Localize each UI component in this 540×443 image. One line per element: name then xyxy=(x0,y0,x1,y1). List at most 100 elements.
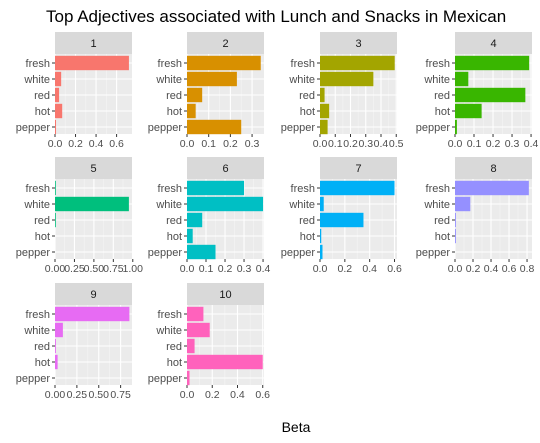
bar-7-red xyxy=(320,212,364,228)
facet-strip xyxy=(55,32,132,54)
bar-4-red xyxy=(455,87,526,103)
x-tick-label: 0.2 xyxy=(338,263,353,275)
bar-2-fresh xyxy=(187,55,261,71)
y-tick-label: pepper xyxy=(16,373,51,385)
y-tick-label: white xyxy=(288,199,315,211)
x-tick-label: 0.4 xyxy=(374,138,389,150)
y-tick-label: hot xyxy=(300,231,315,243)
y-tick-label: fresh xyxy=(158,309,182,321)
y-tick-label: white xyxy=(23,325,50,337)
x-tick-label: 0.1 xyxy=(201,138,216,150)
bar-5-fresh xyxy=(55,180,56,196)
bar-3-white xyxy=(320,71,374,87)
facet-strip-label: 5 xyxy=(90,163,96,175)
bar-6-pepper xyxy=(187,244,216,260)
x-tick-label: 0.4 xyxy=(524,138,539,150)
y-tick-label: pepper xyxy=(148,247,183,259)
facet-strip xyxy=(187,157,264,179)
facet-strip xyxy=(320,32,397,54)
bar-10-pepper xyxy=(187,370,190,386)
y-tick-label: fresh xyxy=(291,183,315,195)
facet-panel-1: 1 0.0 0.2 0.4 0.6 fresh white red hot pepper xyxy=(16,32,132,150)
x-tick-label: 0.1 xyxy=(199,263,214,275)
bar-6-hot xyxy=(187,228,193,244)
facet-strip-label: 7 xyxy=(355,163,361,175)
bar-2-white xyxy=(187,71,237,87)
y-tick-label: white xyxy=(23,199,50,211)
y-tick-label: pepper xyxy=(16,122,51,134)
bar-10-white xyxy=(187,322,210,338)
x-tick-label: 0.25 xyxy=(64,263,85,275)
x-tick-label: 0.0 xyxy=(180,389,195,401)
x-tick-label: 0.2 xyxy=(486,138,501,150)
y-tick-label: pepper xyxy=(148,122,183,134)
y-tick-label: hot xyxy=(35,106,50,118)
y-tick-label: red xyxy=(299,215,315,227)
x-tick-label: 0.0 xyxy=(448,138,463,150)
facet-strip-label: 10 xyxy=(219,289,231,301)
facet-panel-8: 8 0.0 0.2 0.4 0.6 0.8 fresh white red hot pepper xyxy=(416,157,534,275)
y-tick-label: fresh xyxy=(158,58,182,70)
facet-strip-label: 3 xyxy=(355,38,361,50)
bar-6-red xyxy=(187,212,203,228)
facet-strip-label: 8 xyxy=(490,163,496,175)
y-tick-label: hot xyxy=(35,357,50,369)
bar-1-fresh xyxy=(55,55,129,71)
x-tick-label: 0.4 xyxy=(256,263,271,275)
x-tick-label: 0.6 xyxy=(502,263,517,275)
y-tick-label: hot xyxy=(435,231,450,243)
x-tick-label: 0.00 xyxy=(45,389,66,401)
facet-strip xyxy=(320,157,397,179)
x-tick-label: 0.4 xyxy=(89,138,104,150)
x-tick-label: 0.3 xyxy=(237,263,252,275)
facet-strip-label: 1 xyxy=(90,38,96,50)
y-tick-label: white xyxy=(155,199,182,211)
facet-strip-label: 9 xyxy=(90,289,96,301)
bar-1-red xyxy=(55,87,60,103)
bar-1-pepper xyxy=(55,119,57,135)
x-tick-label: 0.3 xyxy=(505,138,520,150)
x-tick-label: 0.2 xyxy=(68,138,83,150)
y-tick-label: white xyxy=(23,74,50,86)
facet-panel-6: 6 0.0 0.1 0.2 0.3 0.4 fresh white red hot pepper xyxy=(148,157,271,275)
x-tick-label: 0.6 xyxy=(109,138,124,150)
y-tick-label: hot xyxy=(435,106,450,118)
x-tick-label: 0.4 xyxy=(484,263,499,275)
bar-8-white xyxy=(455,196,471,212)
y-tick-label: white xyxy=(423,74,450,86)
bar-4-hot xyxy=(455,103,482,119)
bar-3-pepper xyxy=(320,119,328,135)
x-axis-label: Beta xyxy=(282,419,311,435)
x-tick-label: 0.25 xyxy=(67,389,88,401)
y-tick-label: fresh xyxy=(426,183,450,195)
x-tick-label: 0.0 xyxy=(313,263,328,275)
y-tick-label: fresh xyxy=(426,58,450,70)
bar-2-pepper xyxy=(187,119,242,135)
facet-panel-10: 10 0.0 0.2 0.4 0.6 fresh white red hot pepper xyxy=(148,283,270,401)
y-tick-label: white xyxy=(423,199,450,211)
x-tick-label: 0.3 xyxy=(245,138,260,150)
x-tick-label: 0.75 xyxy=(110,389,131,401)
y-tick-label: hot xyxy=(300,106,315,118)
x-tick-label: 0.2 xyxy=(466,263,481,275)
y-tick-label: hot xyxy=(35,231,50,243)
y-tick-label: pepper xyxy=(416,247,451,259)
facet-strip xyxy=(455,32,532,54)
bar-5-white xyxy=(55,196,129,212)
bar-4-fresh xyxy=(455,55,530,71)
bar-8-hot xyxy=(455,228,456,244)
y-tick-label: white xyxy=(155,325,182,337)
x-tick-label: 0.5 xyxy=(389,138,404,150)
x-tick-label: 0.0 xyxy=(313,138,328,150)
bar-8-red xyxy=(455,212,456,228)
bar-3-fresh xyxy=(320,55,395,71)
facet-strip-label: 6 xyxy=(222,163,228,175)
x-tick-label: 0.00 xyxy=(45,263,66,275)
y-tick-label: red xyxy=(299,90,315,102)
x-tick-label: 0.2 xyxy=(218,263,233,275)
bar-1-white xyxy=(55,71,62,87)
x-tick-label: 0.2 xyxy=(223,138,238,150)
y-tick-label: red xyxy=(434,90,450,102)
bar-4-white xyxy=(455,71,469,87)
facet-strip xyxy=(55,157,132,179)
